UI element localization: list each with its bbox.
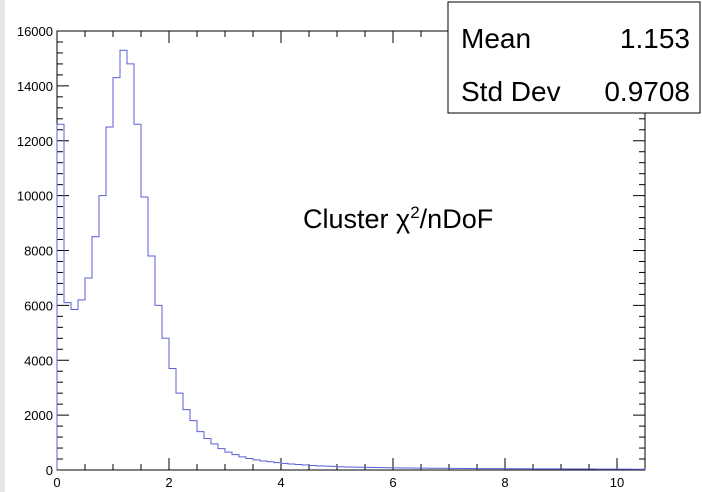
histogram-series	[56, 49, 646, 470]
stats-box-frame	[447, 1, 701, 114]
x-tick-label: 10	[610, 475, 624, 490]
y-tick-label: 16000	[17, 24, 53, 39]
y-tick-label: 6000	[24, 298, 53, 313]
x-tick-label: 0	[53, 475, 60, 490]
y-tick-label: 14000	[17, 79, 53, 94]
x-tick-label: 4	[277, 475, 284, 490]
axis-tick-labels: 0 2000 4000 6000 8000 10000 12000 14000 16000 0 2 4…	[17, 24, 624, 490]
stats-std-value: 0.9708	[604, 76, 690, 107]
annotation-suffix: /nDoF	[420, 204, 494, 234]
stats-mean-label: Mean	[461, 23, 531, 54]
x-tick-label: 6	[389, 475, 396, 490]
x-tick-label: 8	[501, 475, 508, 490]
y-tick-label: 8000	[24, 244, 53, 259]
stats-mean-value: 1.153	[620, 23, 690, 54]
annotation-superscript: 2	[410, 203, 419, 222]
annotation-prefix: Cluster χ	[303, 204, 410, 234]
y-tick-label: 12000	[17, 134, 53, 149]
y-tick-label: 4000	[24, 353, 53, 368]
stats-box: Mean 1.153 Std Dev 0.9708	[447, 1, 701, 114]
chart-annotation: Cluster χ2/nDoF	[303, 203, 493, 234]
stats-std-label: Std Dev	[461, 76, 561, 107]
y-tick-label: 10000	[17, 189, 53, 204]
x-tick-label: 2	[165, 475, 172, 490]
y-tick-label: 2000	[24, 408, 53, 423]
y-tick-label: 0	[46, 463, 53, 478]
